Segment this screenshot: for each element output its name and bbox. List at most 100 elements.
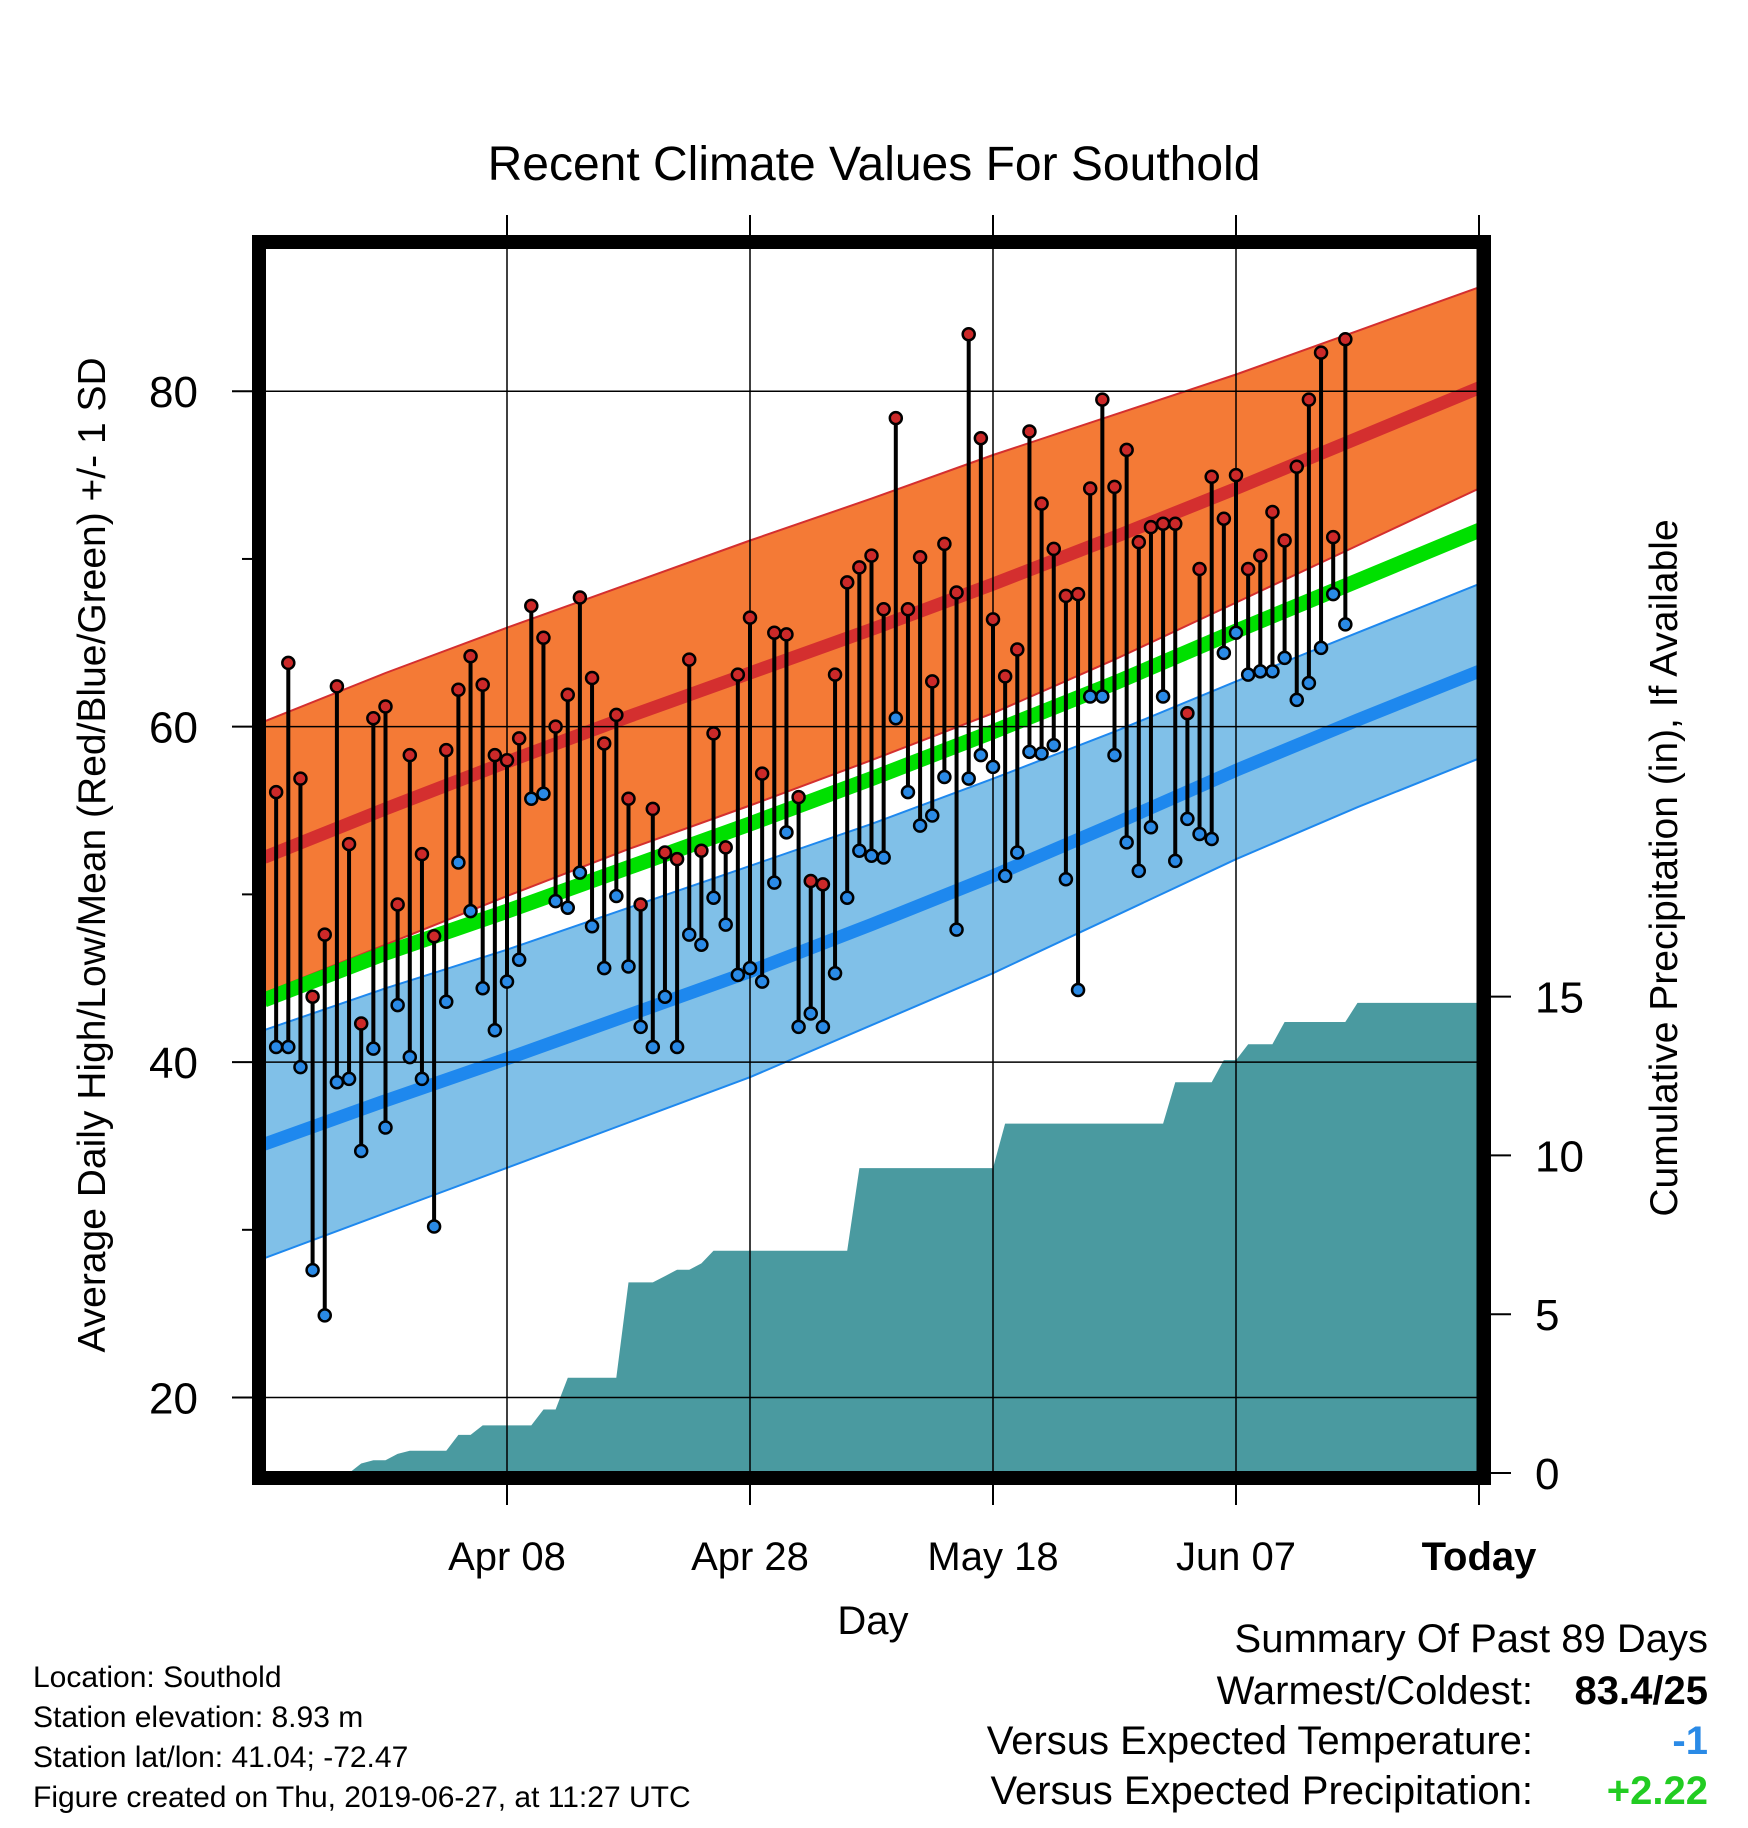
daily-high-point — [839, 575, 855, 590]
daily-low-point — [1095, 689, 1110, 704]
daily-high-point — [451, 682, 466, 698]
daily-low-point — [1338, 617, 1353, 632]
daily-low-point — [1325, 586, 1341, 602]
daily-high-point — [609, 707, 624, 723]
daily-low-point — [706, 890, 721, 905]
daily-low-point — [378, 1120, 393, 1135]
daily-high-point — [596, 736, 612, 751]
daily-low-point — [268, 1039, 284, 1055]
daily-low-point — [645, 1039, 661, 1055]
daily-low-point — [293, 1059, 308, 1075]
normal-low-line — [264, 664, 1479, 1151]
daily-high-point — [694, 843, 709, 859]
daily-low-point — [973, 747, 989, 763]
daily-low-point — [1253, 664, 1268, 679]
daily-low-point — [1265, 664, 1280, 679]
daily-low-point — [742, 960, 758, 976]
normal-high-line — [264, 381, 1479, 864]
daily-high-point — [949, 585, 964, 600]
daily-high-point — [1325, 529, 1341, 545]
daily-low-point — [281, 1039, 296, 1055]
summary-title: Summary Of Past 89 Days — [1234, 1617, 1708, 1661]
location-text: Location: Southold — [33, 1661, 282, 1694]
daily-high-point — [439, 742, 454, 758]
daily-high-point — [742, 610, 758, 625]
daily-high-point — [1253, 548, 1268, 563]
daily-high-point — [706, 726, 721, 741]
precipitation-area — [276, 1002, 1479, 1473]
y2-axis-label: Cumulative Precipitation (in), If Availa… — [1643, 519, 1686, 1216]
daily-high-point — [1313, 345, 1329, 360]
daily-high-point — [1107, 479, 1122, 495]
daily-high-point — [888, 410, 904, 426]
daily-high-point — [487, 747, 503, 763]
daily-low-point — [657, 989, 673, 1004]
daily-low-point — [730, 967, 746, 983]
daily-high-point — [657, 845, 673, 860]
daily-high-point — [426, 929, 442, 944]
daily-high-point — [1119, 442, 1134, 458]
daily-high-point — [1131, 534, 1147, 550]
daily-low-point — [414, 1071, 430, 1087]
daily-high-point — [524, 598, 539, 614]
latlon-text: Station lat/lon: 41.04; -72.47 — [33, 1741, 409, 1774]
y-tick-label: 60 — [149, 704, 198, 753]
daily-low-point — [426, 1219, 442, 1234]
daily-low-point — [827, 965, 843, 981]
daily-high-point — [997, 669, 1013, 684]
daily-low-point — [1301, 675, 1317, 691]
daily-high-point — [985, 612, 1001, 627]
y2-tick-label: 0 — [1535, 1450, 1559, 1499]
daily-high-point — [572, 590, 588, 605]
elevation-text: Station elevation: 8.93 m — [33, 1701, 364, 1734]
daily-high-point — [1180, 705, 1195, 721]
daily-low-point — [1119, 835, 1134, 850]
daily-low-point — [839, 890, 855, 905]
daily-low-point — [669, 1039, 685, 1055]
daily-high-point — [876, 602, 891, 617]
summary-precip-row: Versus Expected Precipitation: +2.22 — [990, 1769, 1708, 1814]
daily-low-point — [1058, 872, 1074, 887]
daily-high-point — [1058, 588, 1074, 604]
daily-high-point — [645, 801, 661, 817]
daily-low-point — [754, 974, 770, 989]
created-text: Figure created on Thu, 2019-06-27, at 11… — [33, 1781, 691, 1814]
daily-low-point — [305, 1262, 320, 1278]
daily-low-point — [609, 888, 624, 904]
daily-high-point — [682, 652, 697, 667]
chart-title: Recent Climate Values For Southold — [488, 138, 1261, 191]
daily-low-point — [949, 922, 964, 937]
daily-high-point — [925, 674, 940, 689]
daily-high-point — [1289, 459, 1304, 474]
daily-low-point — [912, 818, 928, 833]
daily-high-point — [827, 667, 843, 682]
summary-warmest-row: Warmest/Coldest: 83.4/25 — [1217, 1669, 1708, 1714]
daily-low-point — [475, 981, 490, 996]
daily-high-point — [268, 784, 284, 800]
daily-low-point — [451, 855, 466, 870]
daily-high-point — [730, 667, 746, 682]
daily-low-point — [584, 918, 600, 934]
daily-low-point — [560, 900, 575, 916]
today-marker-days-count: 89 — [1489, 1380, 1529, 1421]
daily-low-point — [1180, 811, 1195, 827]
daily-low-point — [621, 959, 636, 974]
daily-high-point — [669, 851, 685, 867]
daily-low-point — [1010, 845, 1025, 860]
daily-low-point — [1204, 831, 1219, 847]
y2-tick-label: 10 — [1535, 1132, 1584, 1181]
daily-high-point — [584, 670, 600, 686]
daily-low-point — [1313, 640, 1329, 656]
daily-low-point — [596, 960, 612, 976]
daily-high-point — [402, 747, 418, 763]
daily-high-point — [1143, 519, 1159, 535]
low-sd-lower-edge — [264, 757, 1479, 1260]
daily-low-point — [487, 1022, 503, 1038]
daily-low-point — [985, 759, 1001, 775]
daily-high-point — [633, 897, 648, 912]
daily-low-point — [341, 1071, 357, 1087]
daily-low-point — [937, 769, 952, 785]
daily-low-point — [815, 1019, 831, 1035]
daily-low-point — [1228, 625, 1244, 640]
